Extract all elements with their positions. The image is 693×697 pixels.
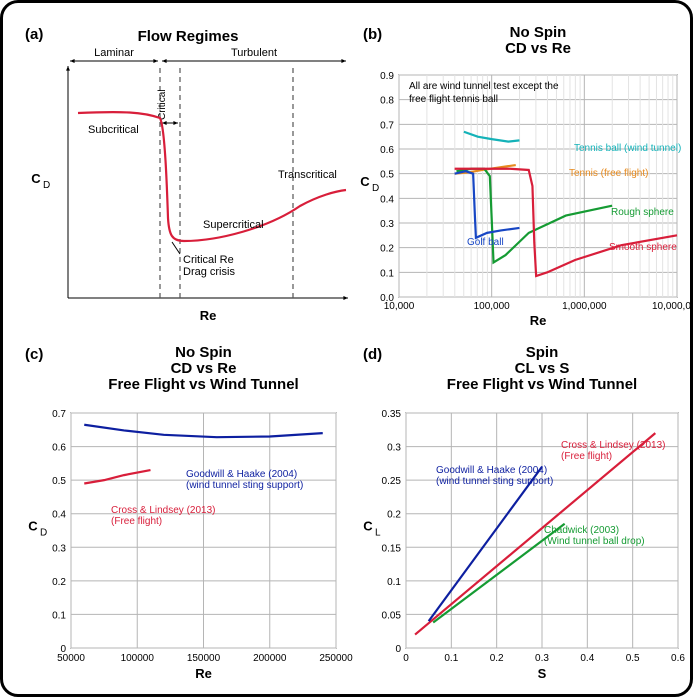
svg-text:Free Flight vs Wind Tunnel: Free Flight vs Wind Tunnel [108, 376, 298, 393]
svg-text:Cross & Lindsey (2013): Cross & Lindsey (2013) [111, 505, 216, 516]
svg-text:0.5: 0.5 [380, 170, 394, 181]
svg-text:(Wind tunnel ball drop): (Wind tunnel ball drop) [544, 536, 645, 547]
svg-text:0.15: 0.15 [382, 543, 402, 554]
svg-text:0.3: 0.3 [535, 653, 549, 664]
svg-text:0: 0 [395, 644, 401, 655]
svg-text:100,000: 100,000 [474, 301, 511, 312]
svg-text:0.3: 0.3 [52, 543, 66, 554]
svg-text:0.4: 0.4 [580, 653, 594, 664]
svg-text:Supercritical: Supercritical [203, 219, 264, 231]
svg-text:Chadwick (2003): Chadwick (2003) [544, 525, 619, 536]
svg-text:0.05: 0.05 [382, 610, 402, 621]
panel: (c) No SpinCD vs ReFree Flight vs Wind Tu… [13, 333, 343, 685]
svg-text:0.4: 0.4 [380, 194, 394, 205]
svg-text:0.7: 0.7 [380, 120, 394, 131]
svg-text:150000: 150000 [187, 653, 221, 664]
svg-text:0.6: 0.6 [671, 653, 685, 664]
svg-text:Smooth sphere: Smooth sphere [609, 242, 677, 253]
svg-text:Goodwill & Haake (2004): Goodwill & Haake (2004) [186, 469, 297, 480]
svg-text:Flow Regimes: Flow Regimes [138, 28, 239, 45]
panel: (b)No SpinCD vs Re0.00.10.20.30.40.50.60… [351, 13, 686, 323]
svg-text:0.1: 0.1 [387, 577, 401, 588]
svg-text:0.1: 0.1 [380, 268, 394, 279]
svg-text:C: C [28, 519, 38, 534]
svg-text:CD vs Re: CD vs Re [171, 360, 237, 377]
svg-text:CD vs Re: CD vs Re [505, 40, 571, 57]
svg-text:C: C [360, 174, 370, 189]
svg-text:0.5: 0.5 [626, 653, 640, 664]
svg-text:10,000,000: 10,000,000 [652, 301, 693, 312]
svg-text:D: D [43, 180, 50, 191]
svg-text:C: C [363, 519, 373, 534]
svg-text:0.8: 0.8 [380, 96, 394, 107]
svg-text:Free Flight vs Wind Tunnel: Free Flight vs Wind Tunnel [447, 376, 637, 393]
svg-text:Spin: Spin [526, 344, 559, 361]
svg-text:Subcritical: Subcritical [88, 124, 139, 136]
svg-text:Golf ball: Golf ball [467, 237, 504, 248]
svg-text:50000: 50000 [57, 653, 85, 664]
svg-text:S: S [538, 666, 547, 681]
svg-text:Rough sphere: Rough sphere [611, 207, 674, 218]
svg-text:0.6: 0.6 [380, 145, 394, 156]
svg-text:100000: 100000 [121, 653, 155, 664]
svg-text:(b): (b) [363, 26, 382, 43]
svg-text:0.2: 0.2 [387, 510, 401, 521]
svg-text:Tennis (free flight): Tennis (free flight) [569, 168, 648, 179]
svg-text:(c): (c) [25, 346, 43, 363]
svg-text:Re: Re [195, 666, 212, 681]
svg-text:0.3: 0.3 [387, 443, 401, 454]
panel: (a) Flow Regimes CD Re Laminar Turbulent Criti… [13, 13, 343, 323]
panel: (d) SpinCL vs SFree Flight vs Wind Tunnel… [351, 333, 686, 685]
svg-text:(Free flight): (Free flight) [561, 451, 612, 462]
svg-text:0.7: 0.7 [52, 409, 66, 420]
svg-text:200000: 200000 [253, 653, 287, 664]
svg-text:Critical Re: Critical Re [183, 254, 234, 266]
svg-text:(a): (a) [25, 26, 43, 43]
svg-text:C: C [31, 171, 41, 186]
svg-text:(wind tunnel sting support): (wind tunnel sting support) [186, 480, 303, 491]
svg-text:Drag crisis: Drag crisis [183, 266, 235, 278]
svg-text:Laminar: Laminar [94, 47, 134, 59]
svg-text:(Free flight): (Free flight) [111, 516, 162, 527]
svg-text:1,000,000: 1,000,000 [562, 301, 607, 312]
svg-text:Critical: Critical [157, 89, 168, 120]
svg-text:Cross & Lindsey (2013): Cross & Lindsey (2013) [561, 440, 666, 451]
svg-text:All are wind tunnel test excep: All are wind tunnel test except the [409, 81, 559, 92]
svg-text:CL vs S: CL vs S [515, 360, 570, 377]
svg-text:0.2: 0.2 [52, 577, 66, 588]
svg-text:Transcritical: Transcritical [278, 169, 337, 181]
svg-text:10,000: 10,000 [384, 301, 415, 312]
svg-text:0.1: 0.1 [444, 653, 458, 664]
svg-text:250000: 250000 [319, 653, 353, 664]
svg-text:Turbulent: Turbulent [231, 47, 277, 59]
svg-text:D: D [40, 528, 47, 539]
svg-text:L: L [375, 528, 381, 539]
svg-text:0.1: 0.1 [52, 610, 66, 621]
svg-text:0.9: 0.9 [380, 71, 394, 82]
svg-text:No Spin: No Spin [175, 344, 232, 361]
svg-text:0.6: 0.6 [52, 443, 66, 454]
svg-text:Re: Re [200, 308, 217, 323]
svg-text:0.35: 0.35 [382, 409, 402, 420]
svg-text:0: 0 [403, 653, 409, 664]
svg-text:0.2: 0.2 [380, 244, 394, 255]
svg-text:Tennis ball (wind tunnel): Tennis ball (wind tunnel) [574, 143, 681, 154]
svg-text:0.25: 0.25 [382, 476, 402, 487]
svg-text:Goodwill & Haake (2004): Goodwill & Haake (2004) [436, 465, 547, 476]
svg-text:0.5: 0.5 [52, 476, 66, 487]
svg-text:0.3: 0.3 [380, 219, 394, 230]
svg-text:No Spin: No Spin [510, 24, 567, 41]
svg-text:0.2: 0.2 [490, 653, 504, 664]
svg-text:Re: Re [530, 313, 547, 328]
svg-text:0.4: 0.4 [52, 510, 66, 521]
svg-text:(wind tunnel sting support): (wind tunnel sting support) [436, 476, 553, 487]
svg-text:D: D [372, 183, 379, 194]
svg-text:(d): (d) [363, 346, 382, 363]
svg-text:free flight tennis ball: free flight tennis ball [409, 94, 498, 105]
